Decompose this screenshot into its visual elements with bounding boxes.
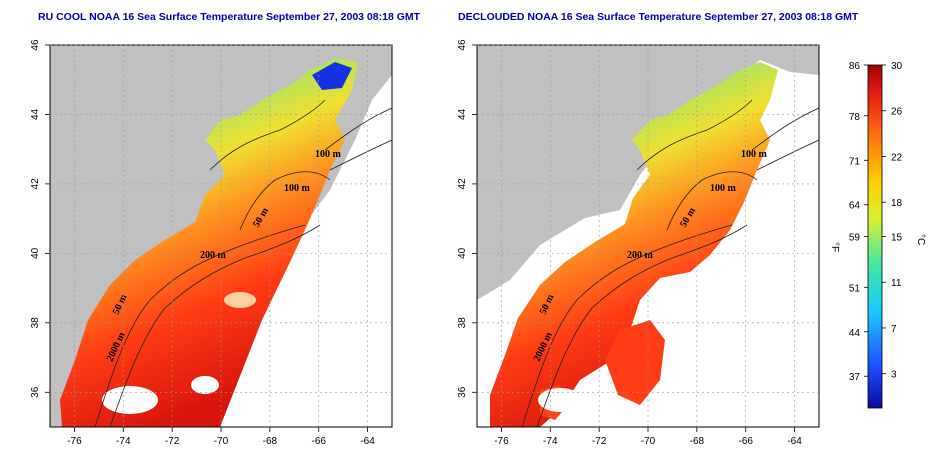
y-tick-label: 44 [30, 108, 41, 120]
y-tick-label: 38 [30, 317, 41, 329]
x-tick-label: -68 [263, 436, 278, 447]
y-tick-label: 36 [457, 386, 468, 398]
isobath-contour [94, 224, 306, 427]
right-map-title: DECLOUDED NOAA 16 Sea Surface Temperatur… [458, 11, 859, 23]
x-tick-label: -74 [116, 436, 131, 447]
left-map-title: RU COOL NOAA 16 Sea Surface Temperature … [38, 11, 421, 23]
cloud-patch [538, 388, 582, 412]
sst-swath [490, 62, 778, 427]
contour-label: 100 m [315, 149, 342, 160]
x-tick-label: -72 [165, 436, 180, 447]
cold-water-patch [312, 62, 352, 90]
celsius-tick-label: 15 [891, 233, 903, 244]
y-tick-label: 36 [30, 386, 41, 398]
cloud-patch [224, 292, 256, 308]
y-tick-label: 40 [30, 247, 41, 259]
isobath-contour [521, 224, 733, 427]
isobath-contour [329, 139, 392, 171]
x-tick-label: -68 [690, 436, 705, 447]
x-tick-label: -66 [738, 436, 753, 447]
isobath-contour [324, 107, 392, 151]
isobath-contour [536, 224, 748, 427]
contour-label: 200 m [200, 250, 227, 261]
sst-swath [60, 58, 358, 427]
y-tick-label: 38 [457, 317, 468, 329]
fahrenheit-tick-label: 86 [849, 61, 861, 72]
y-tick-label: 42 [30, 178, 41, 190]
contour-label: 100 m [741, 149, 768, 160]
fahrenheit-tick-label: 51 [849, 283, 861, 294]
celsius-tick-label: 26 [891, 107, 903, 118]
x-tick-label: -66 [311, 436, 326, 447]
no-data-region [220, 45, 392, 427]
cloud-patch [102, 386, 158, 414]
celsius-tick-label: 22 [891, 152, 903, 163]
x-tick-label: -72 [592, 436, 607, 447]
contour-label: 200 m [627, 250, 654, 261]
sst-patch [605, 320, 665, 405]
fahrenheit-tick-label: 44 [849, 328, 861, 339]
fahrenheit-tick-label: 71 [849, 156, 861, 167]
fahrenheit-tick-label: 59 [849, 233, 861, 244]
y-tick-label: 46 [457, 39, 468, 51]
isobath-contour [756, 139, 819, 171]
x-tick-label: -70 [641, 436, 656, 447]
y-tick-label: 46 [30, 39, 41, 51]
isobath-contour [636, 99, 753, 171]
x-tick-label: -64 [787, 436, 802, 447]
x-tick-label: -70 [214, 436, 229, 447]
isobath-contour [751, 107, 819, 151]
isobath-contour [666, 171, 758, 231]
cloud-patch [191, 376, 219, 394]
fahrenheit-tick-label: 64 [849, 201, 861, 212]
fahrenheit-tick-label: 78 [849, 112, 861, 123]
isobath-contour [109, 224, 321, 427]
fahrenheit-axis-label: °F [829, 242, 840, 252]
contour-label: 100 m [284, 183, 311, 194]
x-tick-label: -64 [360, 436, 375, 447]
x-tick-label: -76 [494, 436, 509, 447]
y-tick-label: 40 [457, 247, 468, 259]
left-sst-map: 100 m 100 m 50 m 200 m 50 m 2000 m [49, 44, 393, 428]
celsius-tick-label: 18 [891, 198, 903, 209]
contour-label: 100 m [710, 183, 737, 194]
isobath-contour [209, 99, 326, 171]
celsius-tick-label: 3 [891, 370, 897, 381]
x-tick-label: -76 [67, 436, 82, 447]
x-tick-label: -74 [543, 436, 558, 447]
celsius-tick-label: 11 [891, 278, 902, 289]
celsius-tick-label: 7 [891, 324, 897, 335]
y-tick-label: 42 [457, 178, 468, 190]
colorbar-gradient [867, 64, 883, 409]
fahrenheit-tick-label: 37 [849, 372, 861, 383]
celsius-axis-label: °C [915, 234, 926, 245]
y-tick-label: 44 [457, 108, 468, 120]
isobath-contour [239, 171, 331, 231]
celsius-tick-label: 30 [891, 61, 903, 72]
temperature-colorbar: °F °C 30 26 22 18 15 11 7 3 86 78 71 64 59 51 44 37 [829, 61, 926, 409]
